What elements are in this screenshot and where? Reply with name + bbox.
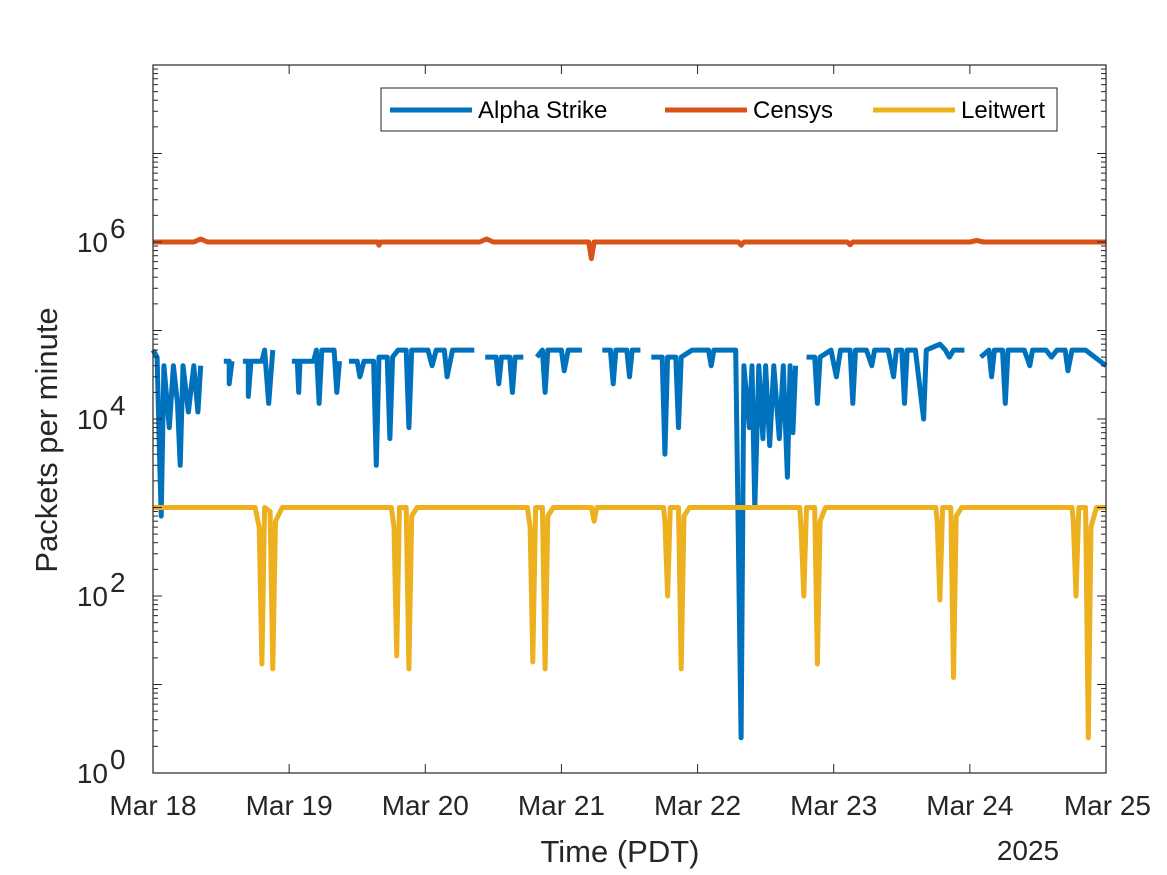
legend-item-alpha-strike: Alpha Strike [390,97,607,124]
legend: Alpha Strike Censys Leitwert [380,87,1058,132]
legend-item-censys: Censys [665,97,833,124]
y-tick-exponent: 2 [110,567,126,598]
y-tick-base: 10 [77,758,108,789]
x-axis-label: Time (PDT) [541,834,700,869]
y-tick-base: 10 [77,581,108,612]
series-line-leitwert [153,505,1106,741]
x-tick-label: Mar 24 [926,790,1013,821]
x-tick-label: Mar 19 [246,790,333,821]
tick-marks [152,65,1107,774]
legend-label: Leitwert [961,97,1045,124]
y-tick-label: 10 2 [77,567,126,612]
series-line-alpha-strike [150,341,1108,741]
x-axis-year-label: 2025 [997,835,1059,866]
y-axis-label: Packets per minute [29,307,64,572]
legend-label: Censys [753,97,833,124]
legend-label: Alpha Strike [478,97,607,124]
series-line-censys [153,236,1106,262]
x-tick-label: Mar 25 [1064,790,1151,821]
y-tick-base: 10 [77,404,108,435]
y-tick-exponent: 0 [110,744,126,775]
legend-item-leitwert: Leitwert [873,97,1045,124]
y-tick-label: 10 0 [77,744,126,789]
data-layer [150,236,1108,741]
y-tick-label: 10 4 [77,390,126,435]
y-tick-exponent: 6 [110,213,126,244]
x-tick-label: Mar 22 [654,790,741,821]
x-tick-label: Mar 23 [790,790,877,821]
y-tick-base: 10 [77,227,108,258]
axes-box [152,64,1107,774]
x-tick-label: Mar 20 [382,790,469,821]
y-tick-exponent: 4 [110,390,126,421]
x-tick-label: Mar 21 [518,790,605,821]
x-tick-label: Mar 18 [109,790,196,821]
y-tick-label: 10 6 [77,213,126,258]
